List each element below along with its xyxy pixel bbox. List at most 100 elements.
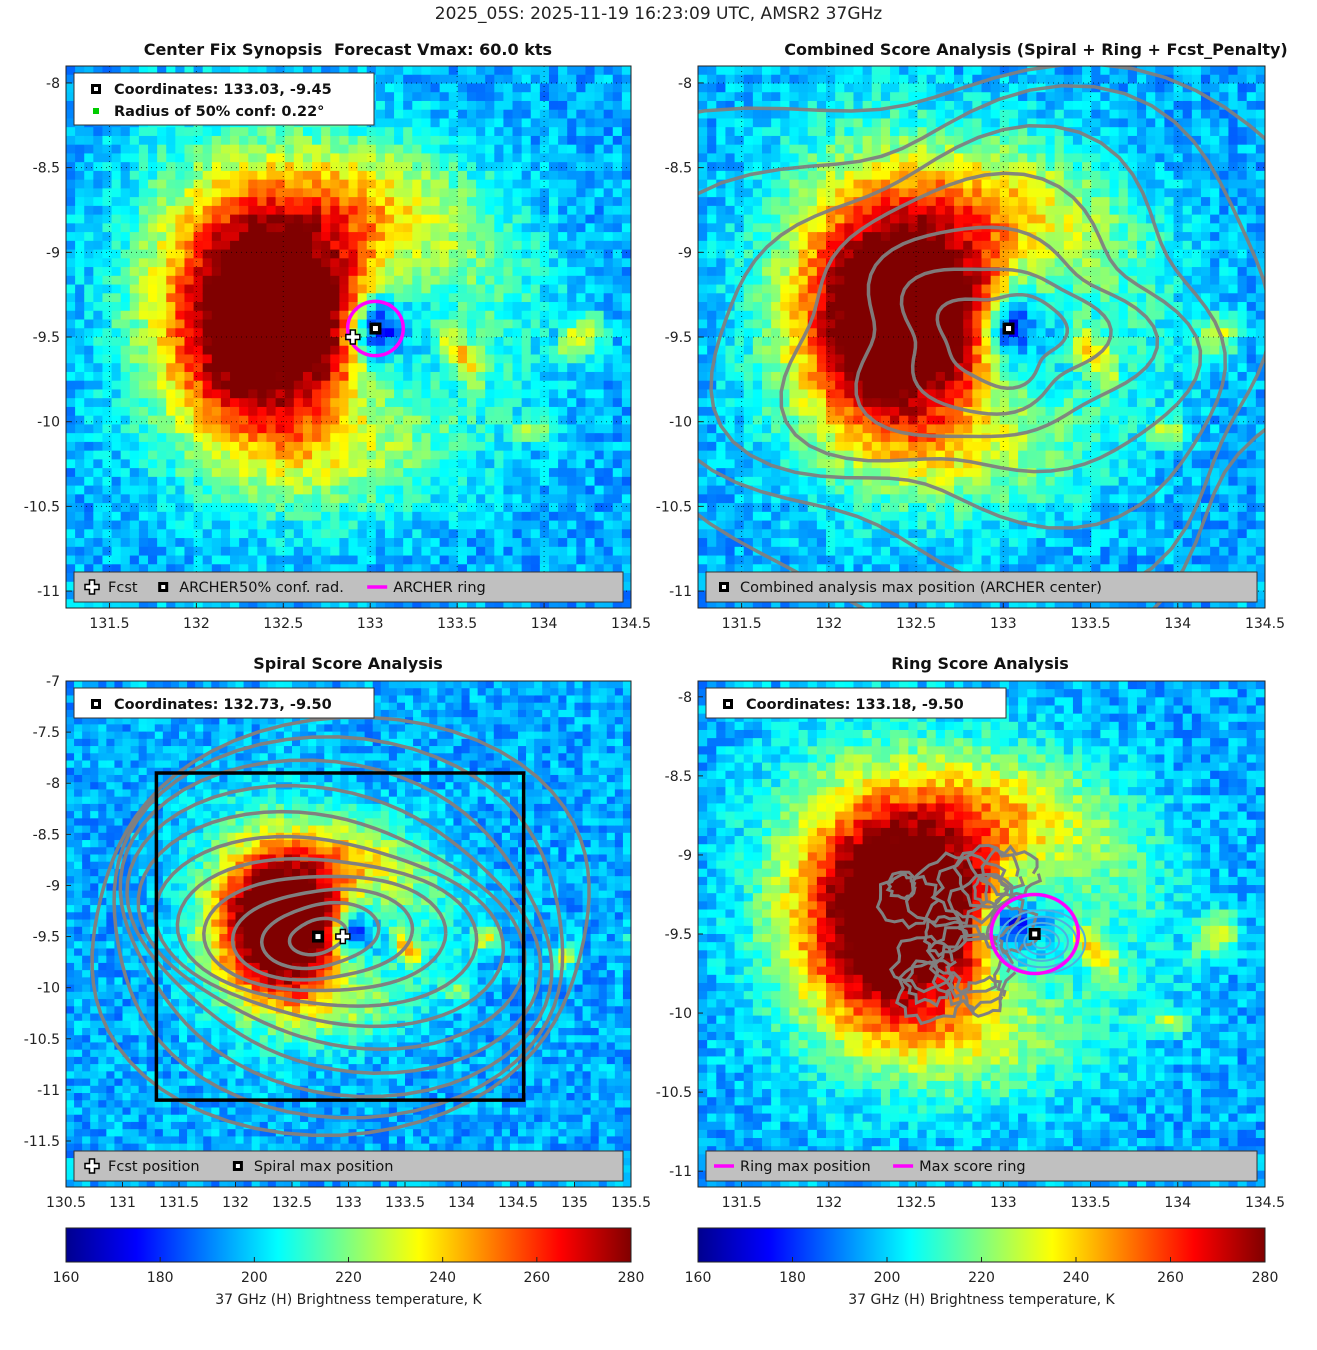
heat-cell [66, 573, 76, 583]
heat-cell [321, 546, 331, 557]
heat-cell [375, 398, 386, 408]
heat-cell [166, 441, 176, 452]
heat-cell [594, 275, 605, 286]
heat-cell [826, 310, 836, 321]
heat-cell [66, 450, 76, 460]
heat-cell [621, 118, 631, 128]
heat-cell [66, 267, 76, 277]
heat-cell [789, 302, 800, 312]
heat-cell [366, 485, 377, 495]
heat-cell [530, 328, 541, 338]
heat-cell [539, 162, 550, 172]
heat-cell [248, 564, 258, 574]
heat-cell [725, 179, 736, 189]
heat-cell [771, 232, 781, 242]
heat-cell [248, 529, 258, 539]
heat-cell [466, 153, 477, 163]
heat-cell [816, 197, 827, 207]
heat-cell [530, 249, 541, 259]
heat-cell [521, 127, 532, 137]
heat-cell [826, 100, 836, 111]
heat-cell [239, 599, 249, 608]
heat-cell [75, 599, 85, 608]
heat-cell [312, 135, 322, 146]
heat-cell [439, 162, 450, 172]
heat-cell [202, 179, 213, 189]
heat-cell [394, 109, 404, 120]
heat-cell [439, 511, 450, 522]
heat-cell [603, 406, 614, 417]
heat-cell [193, 433, 204, 443]
heat-cell [157, 66, 167, 76]
heat-cell [734, 232, 745, 242]
heat-cell [148, 170, 158, 181]
heat-cell [348, 214, 359, 224]
heat-cell [771, 66, 781, 76]
heat-cell [521, 74, 532, 85]
heat-cell [548, 135, 559, 146]
heat-cell [421, 371, 432, 382]
heat-cell [603, 529, 614, 539]
heat-cell [403, 92, 413, 102]
heat-cell [394, 468, 404, 478]
heat-cell [457, 371, 468, 382]
heat-cell [257, 564, 268, 574]
heat-cell [612, 494, 623, 504]
heat-cell [202, 459, 213, 469]
heat-cell [175, 328, 186, 338]
heat-cell [120, 503, 131, 513]
heat-cell [430, 354, 441, 364]
heat-cell [339, 363, 350, 373]
heat-cell [293, 135, 304, 146]
heat-cell [220, 135, 231, 146]
heat-cell [166, 232, 176, 242]
heat-cell [184, 406, 195, 417]
heat-cell [339, 337, 350, 347]
heat-cell [148, 564, 158, 574]
heat-cell [476, 179, 486, 189]
heat-cell [576, 153, 587, 163]
heat-cell [707, 328, 717, 338]
heat-cell [789, 74, 800, 85]
heat-cell [157, 135, 167, 146]
heat-cell [384, 459, 395, 469]
heat-cell [148, 310, 158, 321]
heat-cell [302, 354, 313, 364]
heat-cell [844, 529, 855, 539]
heat-cell [594, 240, 605, 251]
heat-cell [266, 380, 277, 391]
heat-cell [111, 441, 122, 452]
heat-cell [239, 232, 249, 242]
heat-cell [166, 258, 176, 268]
heat-cell [230, 529, 240, 539]
heat-cell [835, 371, 845, 382]
heat-cell [66, 503, 76, 513]
heat-cell [66, 249, 76, 259]
heat-cell [275, 371, 286, 382]
heat-cell [257, 135, 268, 146]
heat-cell [844, 127, 855, 137]
heat-cell [339, 398, 350, 408]
heat-cell [725, 188, 736, 198]
heat-cell [807, 459, 818, 469]
heat-cell [771, 485, 781, 495]
heat-cell [339, 433, 350, 443]
heat-cell [466, 232, 477, 242]
heat-cell [439, 398, 450, 408]
heat-cell [394, 170, 404, 181]
heat-cell [202, 389, 213, 399]
heat-cell [293, 441, 304, 452]
heat-cell [558, 450, 568, 460]
heat-cell [375, 118, 386, 128]
heat-cell [539, 511, 550, 522]
heat-cell [807, 205, 818, 216]
heat-cell [302, 433, 313, 443]
heat-cell [503, 555, 514, 565]
heat-cell [330, 529, 340, 539]
heat-cell [220, 468, 231, 478]
heat-cell [339, 302, 350, 312]
heat-cell [138, 398, 149, 408]
heat-cell [457, 380, 468, 391]
heat-cell [430, 310, 441, 321]
heat-cell [220, 529, 231, 539]
